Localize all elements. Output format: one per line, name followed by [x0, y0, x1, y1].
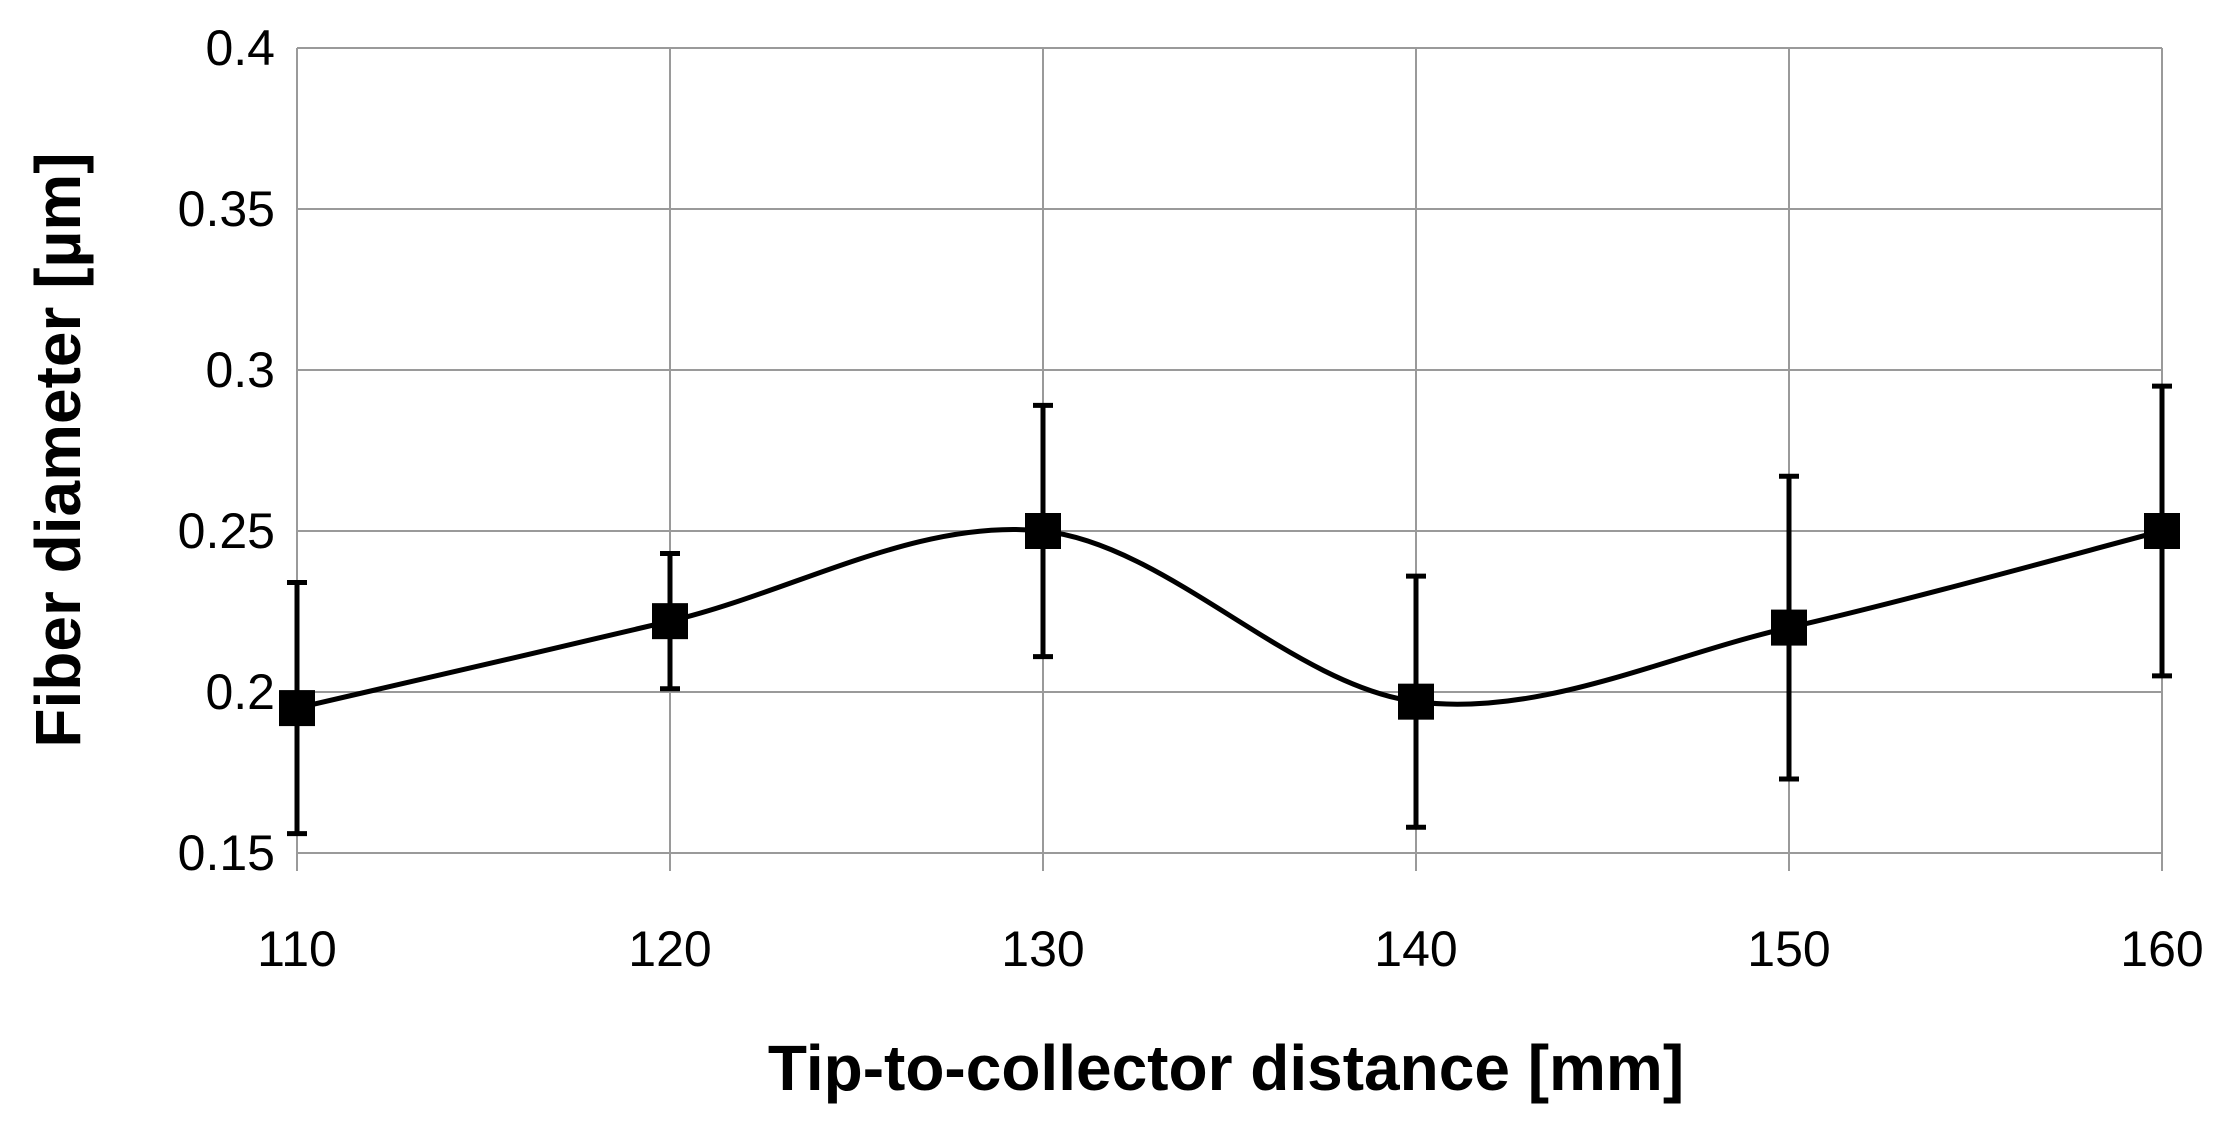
x-tick-label: 130	[1001, 921, 1084, 977]
y-tick-label: 0.35	[178, 181, 275, 237]
y-tick-label: 0.3	[205, 342, 275, 398]
y-axis-title: Fiber diameter [µm]	[22, 152, 94, 747]
y-tick-label: 0.2	[205, 664, 275, 720]
y-tick-label: 0.25	[178, 503, 275, 559]
x-axis-title: Tip-to-collector distance [mm]	[768, 1032, 1684, 1104]
x-tick-label: 150	[1747, 921, 1830, 977]
series-line	[296, 526, 2163, 711]
x-tick-label: 140	[1374, 921, 1457, 977]
data-point	[652, 603, 688, 640]
grid	[296, 47, 2163, 871]
data-point	[2144, 513, 2180, 549]
y-tick-label: 0.15	[178, 825, 275, 881]
x-axis-ticks: 110 120 130 140 150 160	[257, 921, 2204, 977]
data-markers	[279, 513, 2180, 727]
x-tick-label: 120	[628, 921, 711, 977]
x-tick-label: 160	[2120, 921, 2203, 977]
series	[296, 526, 2163, 711]
data-point	[1771, 609, 1807, 646]
data-point	[1398, 683, 1434, 720]
x-tick-label: 110	[257, 921, 337, 977]
data-point	[1025, 513, 1061, 549]
data-point	[279, 690, 315, 727]
error-bars	[287, 383, 2172, 837]
y-tick-label: 0.4	[205, 20, 275, 76]
y-axis-ticks: 0.15 0.2 0.25 0.3 0.35 0.4	[178, 20, 275, 881]
